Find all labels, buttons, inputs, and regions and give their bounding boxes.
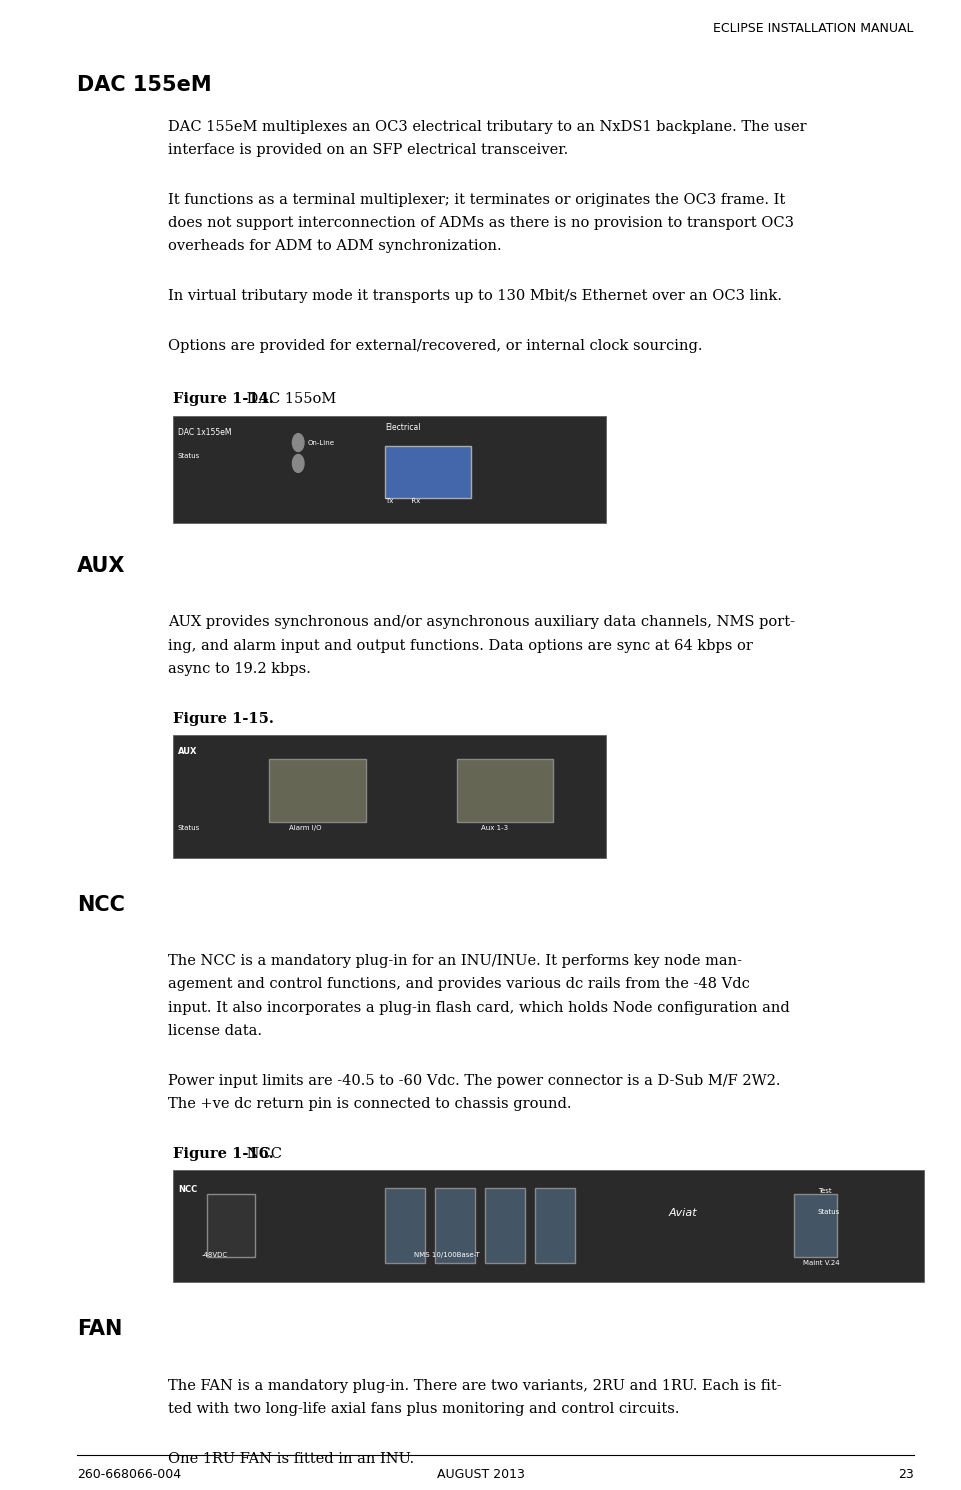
Text: AUX: AUX [178,748,197,757]
Text: Electrical: Electrical [384,423,420,432]
Text: Figure 1-15.: Figure 1-15. [173,712,274,726]
Text: 260-668066-004: 260-668066-004 [77,1468,181,1481]
Text: Status: Status [817,1210,839,1216]
Text: Test: Test [817,1189,830,1195]
Text: Tx        Rx: Tx Rx [384,498,420,504]
Text: DAC 1x155eM: DAC 1x155eM [178,428,232,437]
Text: Figure 1-16.: Figure 1-16. [173,1147,274,1161]
Text: interface is provided on an SFP electrical transceiver.: interface is provided on an SFP electric… [168,143,568,156]
Text: ted with two long-life axial fans plus monitoring and control circuits.: ted with two long-life axial fans plus m… [168,1402,679,1416]
Text: Alarm I/O: Alarm I/O [288,825,321,831]
Text: Aux 1-3: Aux 1-3 [480,825,507,831]
Text: One 1RU FAN is fitted in an INU.: One 1RU FAN is fitted in an INU. [168,1453,414,1466]
Text: Figure 1-14.: Figure 1-14. [173,392,274,405]
FancyBboxPatch shape [384,446,471,498]
FancyBboxPatch shape [534,1189,575,1264]
Text: The NCC is a mandatory plug-in for an INU/INUe. It performs key node man-: The NCC is a mandatory plug-in for an IN… [168,955,742,968]
Text: DAC 155eM: DAC 155eM [77,74,211,95]
FancyBboxPatch shape [793,1195,836,1258]
Text: ing, and alarm input and output functions. Data options are sync at 64 kbps or: ing, and alarm input and output function… [168,639,752,653]
Text: ECLIPSE INSTALLATION MANUAL: ECLIPSE INSTALLATION MANUAL [713,22,913,34]
Text: Status: Status [178,825,200,831]
Circle shape [292,454,304,472]
Text: license data.: license data. [168,1024,262,1037]
Text: AUGUST 2013: AUGUST 2013 [436,1468,525,1481]
Text: NCC: NCC [178,1186,197,1195]
FancyBboxPatch shape [384,1189,425,1264]
FancyBboxPatch shape [173,416,605,523]
Circle shape [292,434,304,451]
FancyBboxPatch shape [173,736,605,858]
Text: agement and control functions, and provides various dc rails from the -48 Vdc: agement and control functions, and provi… [168,977,750,991]
Text: In virtual tributary mode it transports up to 130 Mbit/s Ethernet over an OC3 li: In virtual tributary mode it transports … [168,289,781,302]
Text: -48VDC: -48VDC [202,1253,228,1259]
Text: Aviat: Aviat [668,1208,697,1217]
FancyBboxPatch shape [484,1189,525,1264]
Text: DAC 155eM multiplexes an OC3 electrical tributary to an NxDS1 backplane. The use: DAC 155eM multiplexes an OC3 electrical … [168,121,806,134]
Text: The +ve dc return pin is connected to chassis ground.: The +ve dc return pin is connected to ch… [168,1097,571,1110]
Text: DAC 155oM: DAC 155oM [242,392,336,405]
Text: Maint V.24: Maint V.24 [802,1261,839,1266]
Text: Status: Status [178,453,200,459]
Text: input. It also incorporates a plug-in flash card, which holds Node configuration: input. It also incorporates a plug-in fl… [168,1001,789,1015]
FancyBboxPatch shape [434,1189,475,1264]
Text: does not support interconnection of ADMs as there is no provision to transport O: does not support interconnection of ADMs… [168,216,794,229]
Text: NMS 10/100Base-T: NMS 10/100Base-T [413,1253,479,1259]
Text: NCC: NCC [77,895,125,915]
FancyBboxPatch shape [456,760,553,822]
Text: AUX: AUX [77,556,125,575]
FancyBboxPatch shape [207,1195,255,1258]
Text: It functions as a terminal multiplexer; it terminates or originates the OC3 fram: It functions as a terminal multiplexer; … [168,194,785,207]
FancyBboxPatch shape [173,1171,923,1283]
Text: 23: 23 [898,1468,913,1481]
Text: AUX provides synchronous and/or asynchronous auxiliary data channels, NMS port-: AUX provides synchronous and/or asynchro… [168,615,795,629]
Text: Options are provided for external/recovered, or internal clock sourcing.: Options are provided for external/recove… [168,340,702,353]
Text: On-Line: On-Line [308,440,334,446]
Text: async to 19.2 kbps.: async to 19.2 kbps. [168,662,311,675]
Text: overheads for ADM to ADM synchronization.: overheads for ADM to ADM synchronization… [168,240,502,253]
FancyBboxPatch shape [269,760,365,822]
Text: The FAN is a mandatory plug-in. There are two variants, 2RU and 1RU. Each is fit: The FAN is a mandatory plug-in. There ar… [168,1380,781,1393]
Text: NCC: NCC [242,1147,283,1161]
Text: Power input limits are -40.5 to -60 Vdc. The power connector is a D-Sub M/F 2W2.: Power input limits are -40.5 to -60 Vdc.… [168,1074,780,1088]
Text: FAN: FAN [77,1320,122,1340]
